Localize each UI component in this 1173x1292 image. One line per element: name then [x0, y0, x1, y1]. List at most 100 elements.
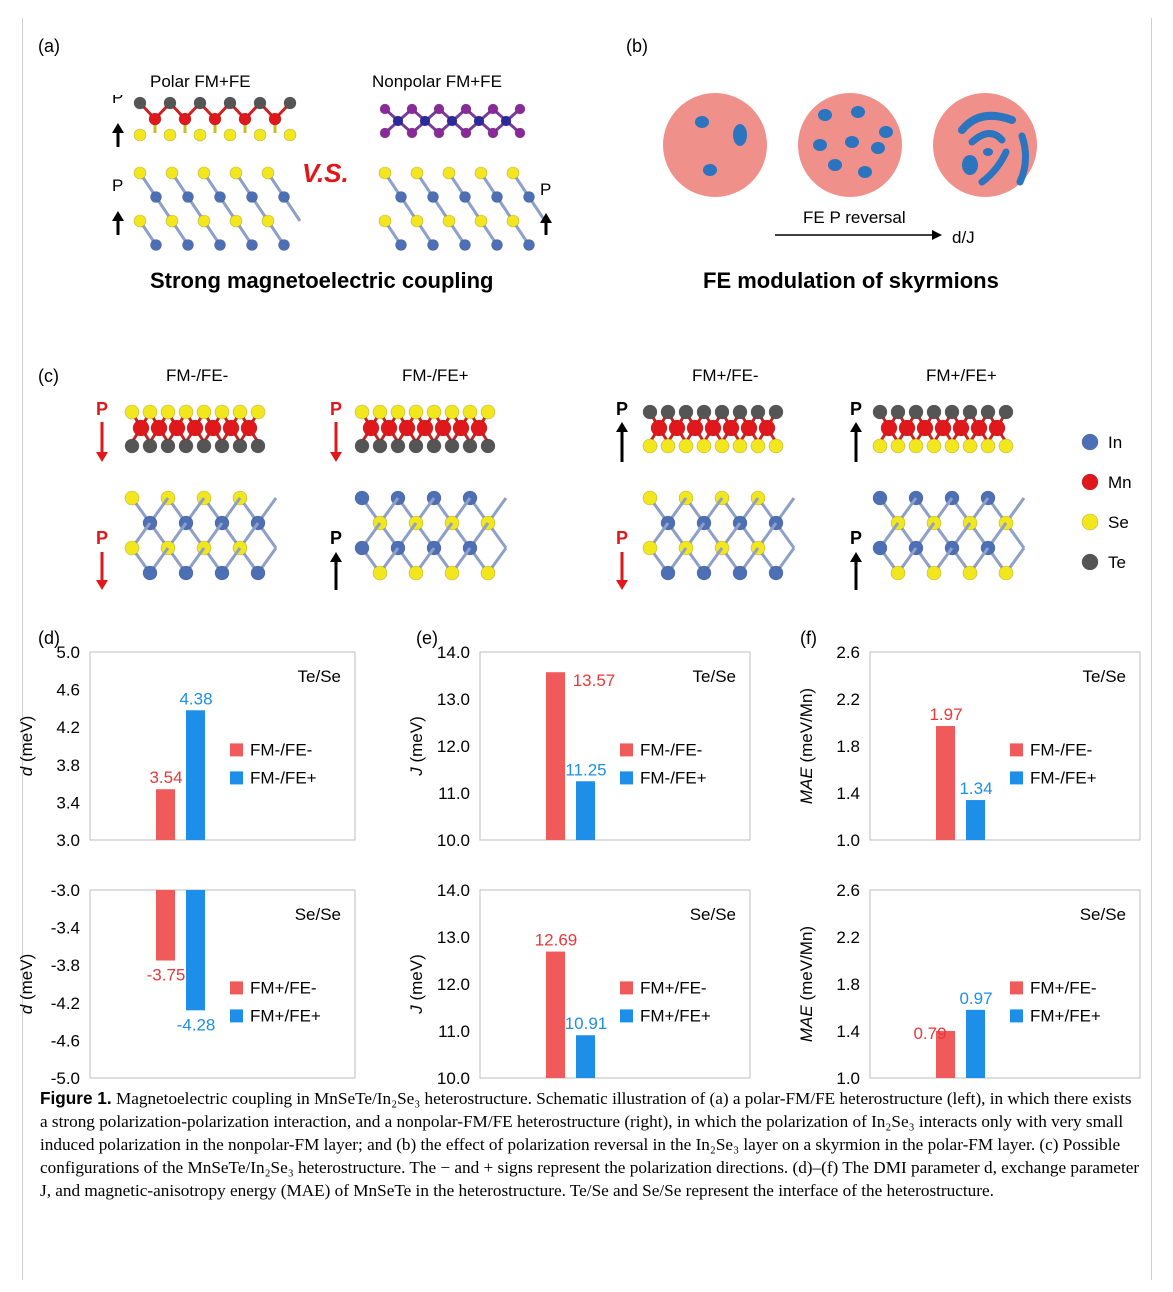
atom — [506, 214, 520, 228]
atom — [238, 112, 252, 126]
atom — [378, 214, 392, 228]
legend-label: FM-/FE- — [640, 740, 702, 759]
atom — [678, 438, 694, 454]
chart-d-top: 5.0 4.6 4.2 3.8 3.4 3.0 d (meV) Te/Se 3.54 FM-/FE… — [17, 643, 356, 850]
bar-data-label: 1.97 — [929, 705, 962, 724]
atom — [462, 404, 478, 420]
atom — [390, 404, 406, 420]
legend-swatch — [230, 743, 243, 757]
interface-tag: Te/Se — [1083, 667, 1126, 686]
atom — [160, 438, 176, 454]
atom — [934, 419, 952, 437]
bar-fmfe — [186, 890, 205, 1011]
skyrmion-stripe — [958, 111, 1016, 134]
bar-data-label: 0.79 — [913, 1024, 946, 1043]
skyrmion — [733, 124, 747, 146]
atom — [442, 166, 456, 180]
atom — [372, 438, 388, 454]
atom — [395, 239, 407, 251]
atom — [142, 404, 158, 420]
atom — [704, 419, 722, 437]
y-tick-label: 2.6 — [836, 643, 860, 662]
atom — [142, 565, 158, 581]
p-arrow-top-4-head — [850, 422, 862, 432]
atom — [444, 565, 460, 581]
y-tick-label: 3.8 — [56, 756, 80, 775]
atom — [222, 419, 240, 437]
legend-label: FM+/FE+ — [1030, 1006, 1101, 1025]
atom — [408, 404, 424, 420]
atom — [642, 404, 658, 420]
y-tick-label: 3.0 — [56, 831, 80, 850]
atom — [962, 438, 978, 454]
chart-e-top: 14.0 13.0 12.0 11.0 10.0 J (meV) Te/Se 13.57 FM-… — [407, 643, 751, 850]
atom — [163, 128, 177, 142]
y-tick-label: 12.0 — [437, 975, 470, 994]
figure-label: Figure 1. — [40, 1088, 112, 1108]
skyrmion-stripe — [1016, 132, 1029, 186]
atom — [523, 239, 535, 251]
bar-data-label: 12.69 — [535, 931, 578, 950]
legend-swatch — [230, 981, 243, 995]
vs-label: V.S. — [302, 158, 349, 188]
atom — [890, 438, 906, 454]
atom — [182, 191, 194, 203]
p-label-bot-3: P — [616, 528, 628, 548]
y-tick-label: 2.2 — [836, 928, 860, 947]
atom — [962, 404, 978, 420]
atom — [178, 112, 192, 126]
p-arrow-bot-4-head — [850, 552, 862, 562]
atom — [970, 419, 988, 437]
atom — [261, 214, 275, 228]
atom — [133, 128, 147, 142]
legend-se: Se — [1108, 513, 1129, 532]
atom — [668, 419, 686, 437]
y-tick-label: 2.6 — [836, 881, 860, 900]
p-label-a3: P — [540, 180, 551, 199]
chart-frame — [869, 651, 1141, 841]
atom — [998, 565, 1014, 581]
p-arrow-top-1-head — [96, 452, 108, 462]
chart-frame — [479, 651, 751, 841]
bar-data-label: 0.97 — [959, 989, 992, 1008]
bar-fmfe — [546, 951, 565, 1078]
atom — [872, 404, 888, 420]
atom — [926, 404, 942, 420]
chart-frame — [479, 889, 751, 1079]
atom — [150, 419, 168, 437]
atom — [426, 404, 442, 420]
legend-label: FM+/FE+ — [640, 1006, 711, 1025]
interface-tag: Se/Se — [295, 905, 341, 924]
legend-label: FM-/FE+ — [640, 768, 707, 787]
atom — [459, 191, 471, 203]
skyrmion — [858, 166, 872, 178]
p-label-top-3: P — [616, 399, 628, 419]
y-tick-label: 14.0 — [437, 881, 470, 900]
p-arrow-bot-3-head — [616, 580, 628, 590]
p-arrow-bot-1-head — [96, 580, 108, 590]
atom — [434, 419, 452, 437]
y-axis-label: MAE (meV/Mn) — [797, 688, 816, 804]
dj-label: d/J — [952, 228, 975, 247]
atom — [660, 565, 676, 581]
y-tick-label: 2.2 — [836, 690, 860, 709]
y-axis-label: J (meV) — [407, 954, 426, 1015]
atom — [427, 239, 439, 251]
panel-f-label: (f) — [800, 628, 817, 648]
atom — [165, 214, 179, 228]
config-title-4: FM+/FE+ — [926, 366, 997, 385]
atom — [768, 565, 784, 581]
atom — [722, 419, 740, 437]
p-arrow-a1-head — [112, 123, 124, 133]
atom — [178, 404, 194, 420]
p-arrow-a3-head — [540, 213, 552, 223]
atom — [354, 404, 370, 420]
skyrmion-diagram — [663, 93, 1037, 240]
atom — [491, 239, 503, 251]
atom — [379, 103, 391, 115]
atom — [214, 191, 226, 203]
legend-swatch — [230, 771, 243, 785]
atom — [283, 96, 297, 110]
legend-swatch — [620, 771, 633, 785]
chart-f-bot: 2.6 2.2 1.8 1.4 1.0 MAE (meV/Mn) Se/Se 0.79 FM+/… — [797, 881, 1141, 1088]
